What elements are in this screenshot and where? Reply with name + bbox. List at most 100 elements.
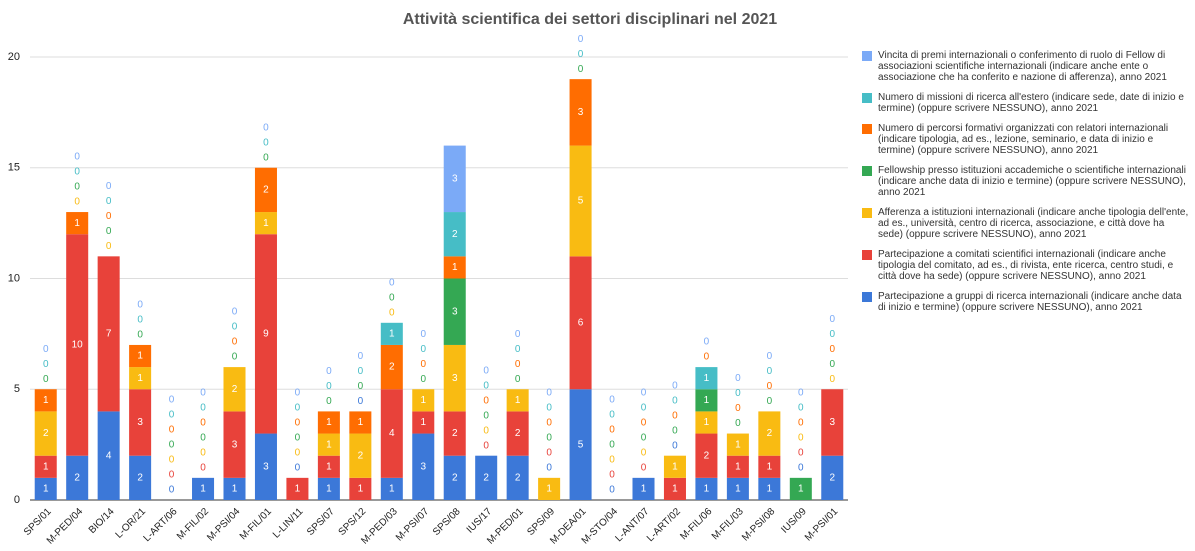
data-label: 0 — [200, 402, 206, 413]
data-label: 1 — [137, 351, 143, 362]
data-label: 0 — [735, 373, 741, 384]
data-label: 0 — [483, 395, 489, 406]
bar-segment — [569, 145, 592, 257]
bar-segment — [632, 477, 655, 500]
bar-segment — [443, 256, 466, 279]
bar-segment — [663, 455, 686, 478]
x-tick-label: BIO/14 — [87, 506, 117, 536]
data-label: 2 — [452, 428, 458, 439]
bar-segment — [129, 344, 152, 368]
bar-segment — [97, 256, 120, 412]
data-label: 0 — [106, 226, 112, 237]
chart: Attività scientifica dei settori discipl… — [8, 11, 848, 547]
bar-segment — [380, 344, 403, 390]
legend-label: Afferenza a istituzioni internazionali (… — [878, 207, 1189, 240]
data-label: 1 — [704, 417, 710, 428]
data-label: 3 — [232, 439, 238, 450]
data-label: 0 — [200, 432, 206, 443]
bar-segment — [223, 411, 246, 478]
data-label: 0 — [295, 462, 301, 473]
data-label: 1 — [295, 484, 301, 495]
bar-segment — [254, 433, 277, 500]
data-label: 0 — [169, 425, 175, 436]
data-label: 0 — [389, 277, 395, 288]
data-label: 0 — [578, 64, 584, 75]
data-label: 4 — [389, 428, 395, 439]
data-label: 2 — [263, 185, 269, 196]
data-label: 0 — [106, 211, 112, 222]
data-label: 0 — [169, 395, 175, 406]
data-label: 0 — [798, 462, 804, 473]
x-tick-label: M-PSI/07 — [394, 506, 432, 544]
data-label: 0 — [483, 365, 489, 376]
x-tick-label: SPS/07 — [305, 506, 337, 538]
data-label: 0 — [137, 300, 143, 311]
data-label: 0 — [798, 417, 804, 428]
x-tick-label: M-FIL/01 — [238, 506, 274, 542]
data-label: 2 — [232, 384, 238, 395]
data-label: 3 — [420, 461, 426, 472]
data-label: 0 — [43, 344, 49, 355]
legend-item: Fellowship presso istituzioni accademich… — [862, 165, 1190, 198]
data-label: 0 — [546, 462, 552, 473]
bar-segment — [726, 455, 749, 478]
data-label: 0 — [169, 470, 175, 481]
data-label: 0 — [74, 167, 80, 178]
data-label: 0 — [169, 440, 175, 451]
bar-segment — [569, 256, 592, 390]
data-label: 0 — [609, 440, 615, 451]
bar-segment — [443, 278, 466, 345]
data-label: 1 — [704, 373, 710, 384]
data-label: 0 — [641, 417, 647, 428]
data-label: 0 — [169, 455, 175, 466]
data-label: 0 — [767, 351, 773, 362]
data-label: 3 — [578, 107, 584, 118]
data-label: 0 — [295, 432, 301, 443]
data-label: 2 — [43, 428, 49, 439]
data-label: 1 — [641, 484, 647, 495]
data-label: 1 — [735, 484, 741, 495]
bar-segment — [506, 389, 529, 412]
data-label: 1 — [326, 417, 332, 428]
data-label: 3 — [137, 417, 143, 428]
data-label: 0 — [232, 352, 238, 363]
legend-label: Partecipazione a comitati scientifici in… — [878, 249, 1174, 282]
data-label: 2 — [358, 450, 364, 461]
data-label: 0 — [200, 417, 206, 428]
bar-segment — [412, 389, 435, 412]
bar-segment — [66, 234, 89, 456]
bar-segment — [129, 389, 152, 456]
bar-segment — [34, 411, 57, 456]
data-label: 1 — [43, 484, 49, 495]
data-label: 0 — [515, 359, 521, 370]
data-label: 0 — [829, 314, 835, 325]
data-label: 0 — [704, 337, 710, 348]
data-label: 0 — [389, 307, 395, 318]
legend-swatch — [862, 166, 872, 176]
legend-item: Vincita di premi internazionali o confer… — [862, 50, 1190, 83]
data-label: 2 — [515, 472, 521, 483]
data-label: 0 — [137, 330, 143, 341]
data-label: 0 — [295, 402, 301, 413]
data-label: 0 — [546, 447, 552, 458]
data-label: 0 — [609, 455, 615, 466]
data-label: 0 — [672, 410, 678, 421]
data-label: 0 — [609, 470, 615, 481]
data-label: 1 — [735, 439, 741, 450]
data-label: 9 — [263, 329, 269, 340]
data-label: 1 — [43, 395, 49, 406]
data-label: 1 — [263, 218, 269, 229]
data-label: 0 — [263, 152, 269, 163]
bar-segment — [34, 477, 57, 500]
data-label: 0 — [767, 381, 773, 392]
bar-segment — [506, 411, 529, 456]
data-label: 1 — [326, 461, 332, 472]
bar-segment — [443, 212, 466, 257]
data-label: 0 — [74, 197, 80, 208]
data-label: 0 — [420, 359, 426, 370]
bar-segment — [569, 389, 592, 500]
data-label: 1 — [672, 461, 678, 472]
bar-segment — [506, 455, 529, 500]
data-label: 0 — [74, 152, 80, 163]
bar-segment — [758, 411, 781, 456]
